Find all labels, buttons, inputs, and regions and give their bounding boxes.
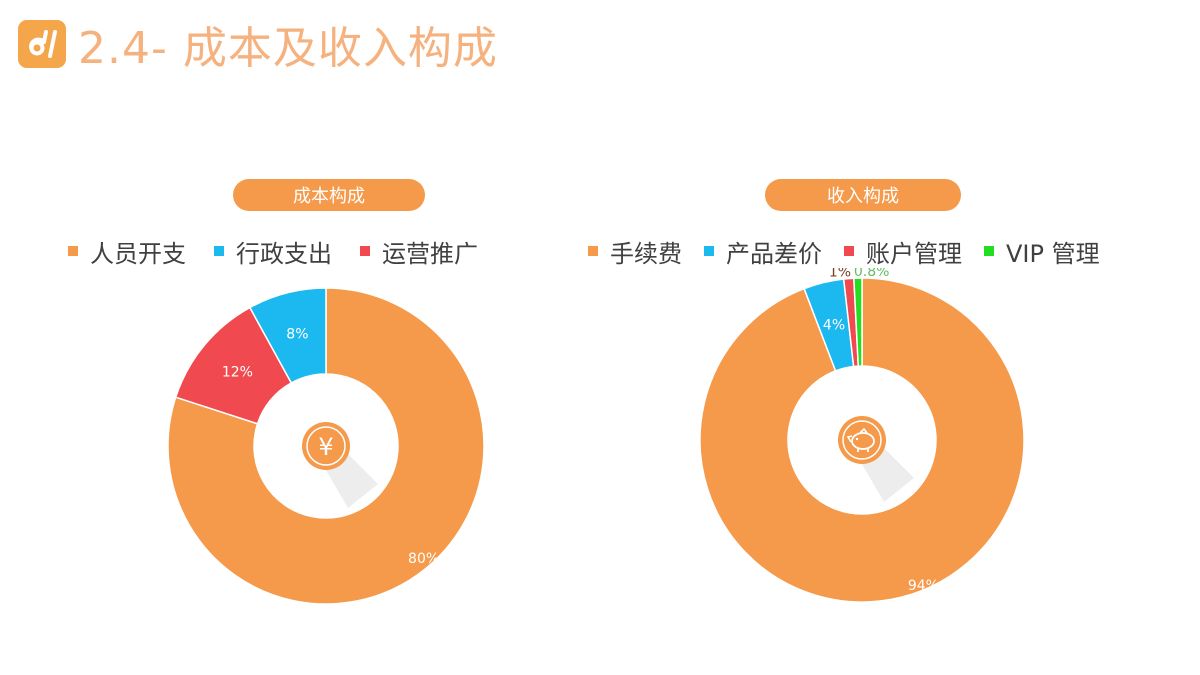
legend-label: VIP 管理: [1006, 239, 1100, 268]
cost-legend: 人员开支 行政支出 运营推广: [68, 232, 478, 270]
data-label: 8%: [286, 327, 308, 343]
legend-label: 账户管理: [866, 239, 962, 268]
legend-item: 账户管理: [844, 234, 962, 269]
data-label: 94%: [908, 578, 939, 594]
legend-item: 人员开支: [68, 234, 186, 269]
legend-swatch: [360, 246, 370, 256]
cost-chart-title: 成本构成: [233, 179, 425, 211]
income-chart-title: 收入构成: [765, 179, 961, 211]
yuan-icon: ¥: [302, 422, 350, 470]
donut-slice: [248, 287, 327, 384]
svg-text:¥: ¥: [318, 433, 333, 461]
data-label: 12%: [222, 365, 253, 381]
legend-swatch: [588, 246, 598, 256]
legend-swatch: [704, 246, 714, 256]
legend-label: 人员开支: [90, 239, 186, 268]
donut-slice: [167, 287, 485, 605]
donut-slice: [699, 277, 1025, 603]
legend-item: 产品差价: [704, 234, 822, 269]
page-title: 2.4- 成本及收入构成: [78, 23, 498, 74]
legend-swatch: [68, 246, 78, 256]
legend-swatch: [984, 246, 994, 256]
legend-label: 行政支出: [236, 239, 332, 268]
cost-donut-chart: 80% 12% 8% ¥: [167, 287, 485, 605]
data-label: 1%: [829, 268, 851, 281]
legend-item: 手续费: [588, 234, 682, 269]
piggy-bank-icon: [838, 416, 886, 464]
brand-logo-icon: [18, 20, 66, 68]
page-header: 2.4- 成本及收入构成: [18, 16, 498, 74]
data-label: 4%: [823, 317, 845, 333]
donut-slice: [853, 277, 863, 367]
income-donut-chart: 94% 4% 1% 0.8%: [699, 268, 1025, 603]
legend-label: 产品差价: [726, 239, 822, 268]
legend-swatch: [844, 246, 854, 256]
data-label: 80%: [408, 551, 439, 567]
legend-label: 手续费: [610, 239, 682, 268]
income-legend: 手续费 产品差价 账户管理 VIP 管理: [588, 232, 1122, 270]
legend-swatch: [214, 246, 224, 256]
legend-item: 运营推广: [360, 234, 478, 269]
legend-item: VIP 管理: [984, 234, 1100, 269]
data-label: 0.8%: [854, 268, 890, 280]
legend-item: 行政支出: [214, 234, 332, 269]
legend-label: 运营推广: [382, 239, 478, 268]
